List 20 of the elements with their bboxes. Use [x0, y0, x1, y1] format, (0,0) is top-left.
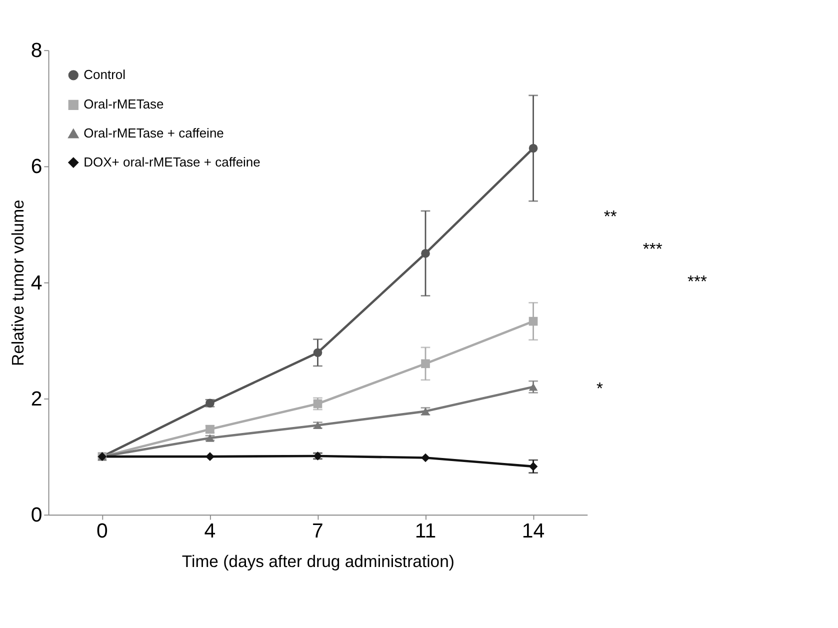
- text: *: [596, 378, 604, 398]
- legend-label: Oral-rMETase + caffeine: [84, 125, 224, 140]
- x-axis-title: Time (days after drug administration): [182, 552, 454, 572]
- y-tick-label: 8: [30, 40, 42, 62]
- text: ***: [642, 240, 663, 259]
- text: **: [604, 206, 618, 226]
- x-tick-label: 11: [414, 520, 436, 542]
- x-tick-label: 0: [96, 520, 108, 542]
- x-tick-label: 7: [312, 520, 324, 542]
- legend-label: DOX+ oral-rMETase + caffeine: [84, 154, 260, 170]
- y-tick-label: 0: [30, 504, 42, 527]
- y-tick-label: 2: [30, 388, 42, 410]
- legend-label: Control: [84, 66, 126, 82]
- y-tick-label: 4: [30, 272, 42, 294]
- x-tick-label: 14: [522, 520, 545, 542]
- legend-label: Oral-rMETase: [84, 96, 164, 112]
- text: ***: [687, 272, 708, 292]
- x-tick-label: 4: [204, 520, 216, 542]
- y-axis-title: Relative tumor volume: [8, 200, 28, 366]
- y-tick-label: 6: [30, 156, 42, 178]
